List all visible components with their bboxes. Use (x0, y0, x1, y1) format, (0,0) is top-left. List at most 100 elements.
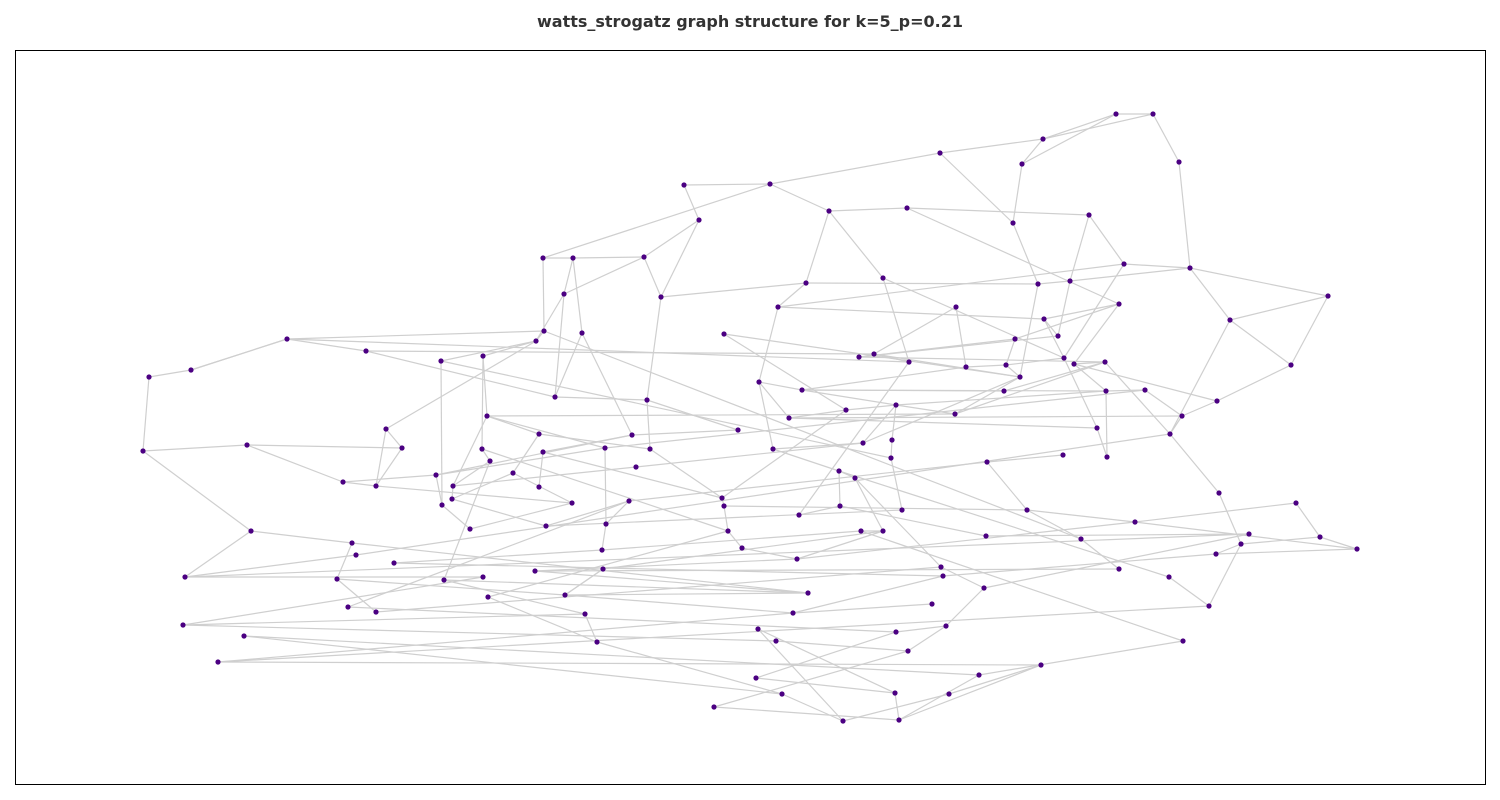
graph-node (1001, 388, 1007, 394)
graph-edge (1063, 263, 1125, 359)
graph-node (449, 496, 455, 502)
graph-node (940, 573, 946, 579)
graph-node (899, 507, 905, 513)
graph-edge (375, 485, 573, 504)
graph-node (467, 526, 473, 532)
graph-node (540, 255, 546, 261)
graph-node (603, 521, 609, 527)
graph-edge (1144, 389, 1183, 417)
graph-node (755, 626, 761, 632)
graph-edge (184, 530, 252, 578)
graph-edge (781, 693, 844, 722)
graph-edge (772, 448, 840, 472)
graph-edge (713, 706, 900, 721)
graph-node (799, 387, 805, 393)
graph-edge (631, 429, 739, 436)
graph-node (836, 468, 842, 474)
graph-edge (542, 257, 545, 332)
graph-edge (182, 613, 586, 626)
graph-node (892, 690, 898, 696)
graph-node (602, 445, 608, 451)
graph-edge (572, 256, 645, 259)
plot-frame (15, 50, 1486, 785)
graph-node (479, 446, 485, 452)
graph-edge (842, 693, 950, 722)
graph-node (450, 483, 456, 489)
graph-edge (1104, 361, 1171, 435)
graph-edge (660, 282, 807, 298)
graph-node (953, 304, 959, 310)
graph-node (852, 475, 858, 481)
graph-edge (683, 183, 771, 186)
graph-edge (788, 417, 1098, 429)
graph-edge (758, 381, 774, 450)
graph-edge (564, 592, 809, 596)
graph-node (363, 348, 369, 354)
graph-edge (1168, 576, 1210, 607)
graph-edge (534, 568, 1120, 572)
graph-node (952, 411, 958, 417)
graph-edge (1169, 415, 1183, 435)
graph-edge (190, 338, 288, 371)
graph-node (796, 512, 802, 518)
graph-node (441, 577, 447, 583)
graph-edge (635, 442, 864, 468)
graph-edge (217, 661, 1042, 666)
graph-node (485, 594, 491, 600)
graph-edge (1073, 363, 1218, 402)
graph-node (1094, 425, 1100, 431)
graph-edge (758, 306, 779, 383)
graph-edge (1057, 280, 1071, 337)
graph-node (1055, 333, 1061, 339)
graph-edge (838, 470, 841, 507)
graph-node (893, 629, 899, 635)
graph-edge (649, 448, 723, 499)
graph-edge (554, 332, 583, 398)
graph-edge (182, 576, 484, 626)
graph-edge (758, 381, 790, 419)
graph-edge (542, 451, 723, 499)
graph-edge (243, 635, 783, 695)
graph-edge (828, 210, 884, 279)
graph-edge (142, 450, 252, 532)
graph-edge (895, 625, 947, 633)
graph-node (856, 354, 862, 360)
graph-edge (543, 330, 1082, 540)
graph-node (241, 633, 247, 639)
graph-edge (1073, 363, 1107, 392)
graph-node (721, 331, 727, 337)
graph-edge (1042, 113, 1154, 140)
graph-edge (862, 404, 897, 444)
graph-edge (365, 350, 556, 398)
graph-edge (643, 256, 662, 298)
graph-node (1012, 336, 1018, 342)
graph-edge (792, 575, 944, 614)
graph-edge (845, 404, 897, 411)
graph-edge (757, 628, 896, 694)
graph-edge (1073, 303, 1120, 365)
graph-edge (757, 628, 844, 722)
graph-edge (336, 542, 353, 580)
graph-node (1060, 452, 1066, 458)
graph-edge (217, 605, 1210, 663)
graph-edge (727, 530, 743, 549)
graph-node (984, 459, 990, 465)
graph-edge (1240, 536, 1321, 545)
graph-node (963, 364, 969, 370)
graph-node (373, 609, 379, 615)
graph-edge (939, 138, 1044, 154)
graph-edge (1096, 427, 1108, 458)
graph-edge (604, 389, 1146, 449)
graph-edge (777, 306, 1045, 320)
graph-edge (1005, 357, 1065, 366)
graph-node (840, 718, 846, 724)
graph-node (906, 359, 912, 365)
graph-edge (796, 530, 884, 560)
graph-node (647, 446, 653, 452)
graph-node (140, 448, 146, 454)
graph-edge (535, 293, 565, 342)
graph-edge (482, 340, 537, 357)
graph-node (1216, 490, 1222, 496)
graph-edge (563, 256, 645, 295)
